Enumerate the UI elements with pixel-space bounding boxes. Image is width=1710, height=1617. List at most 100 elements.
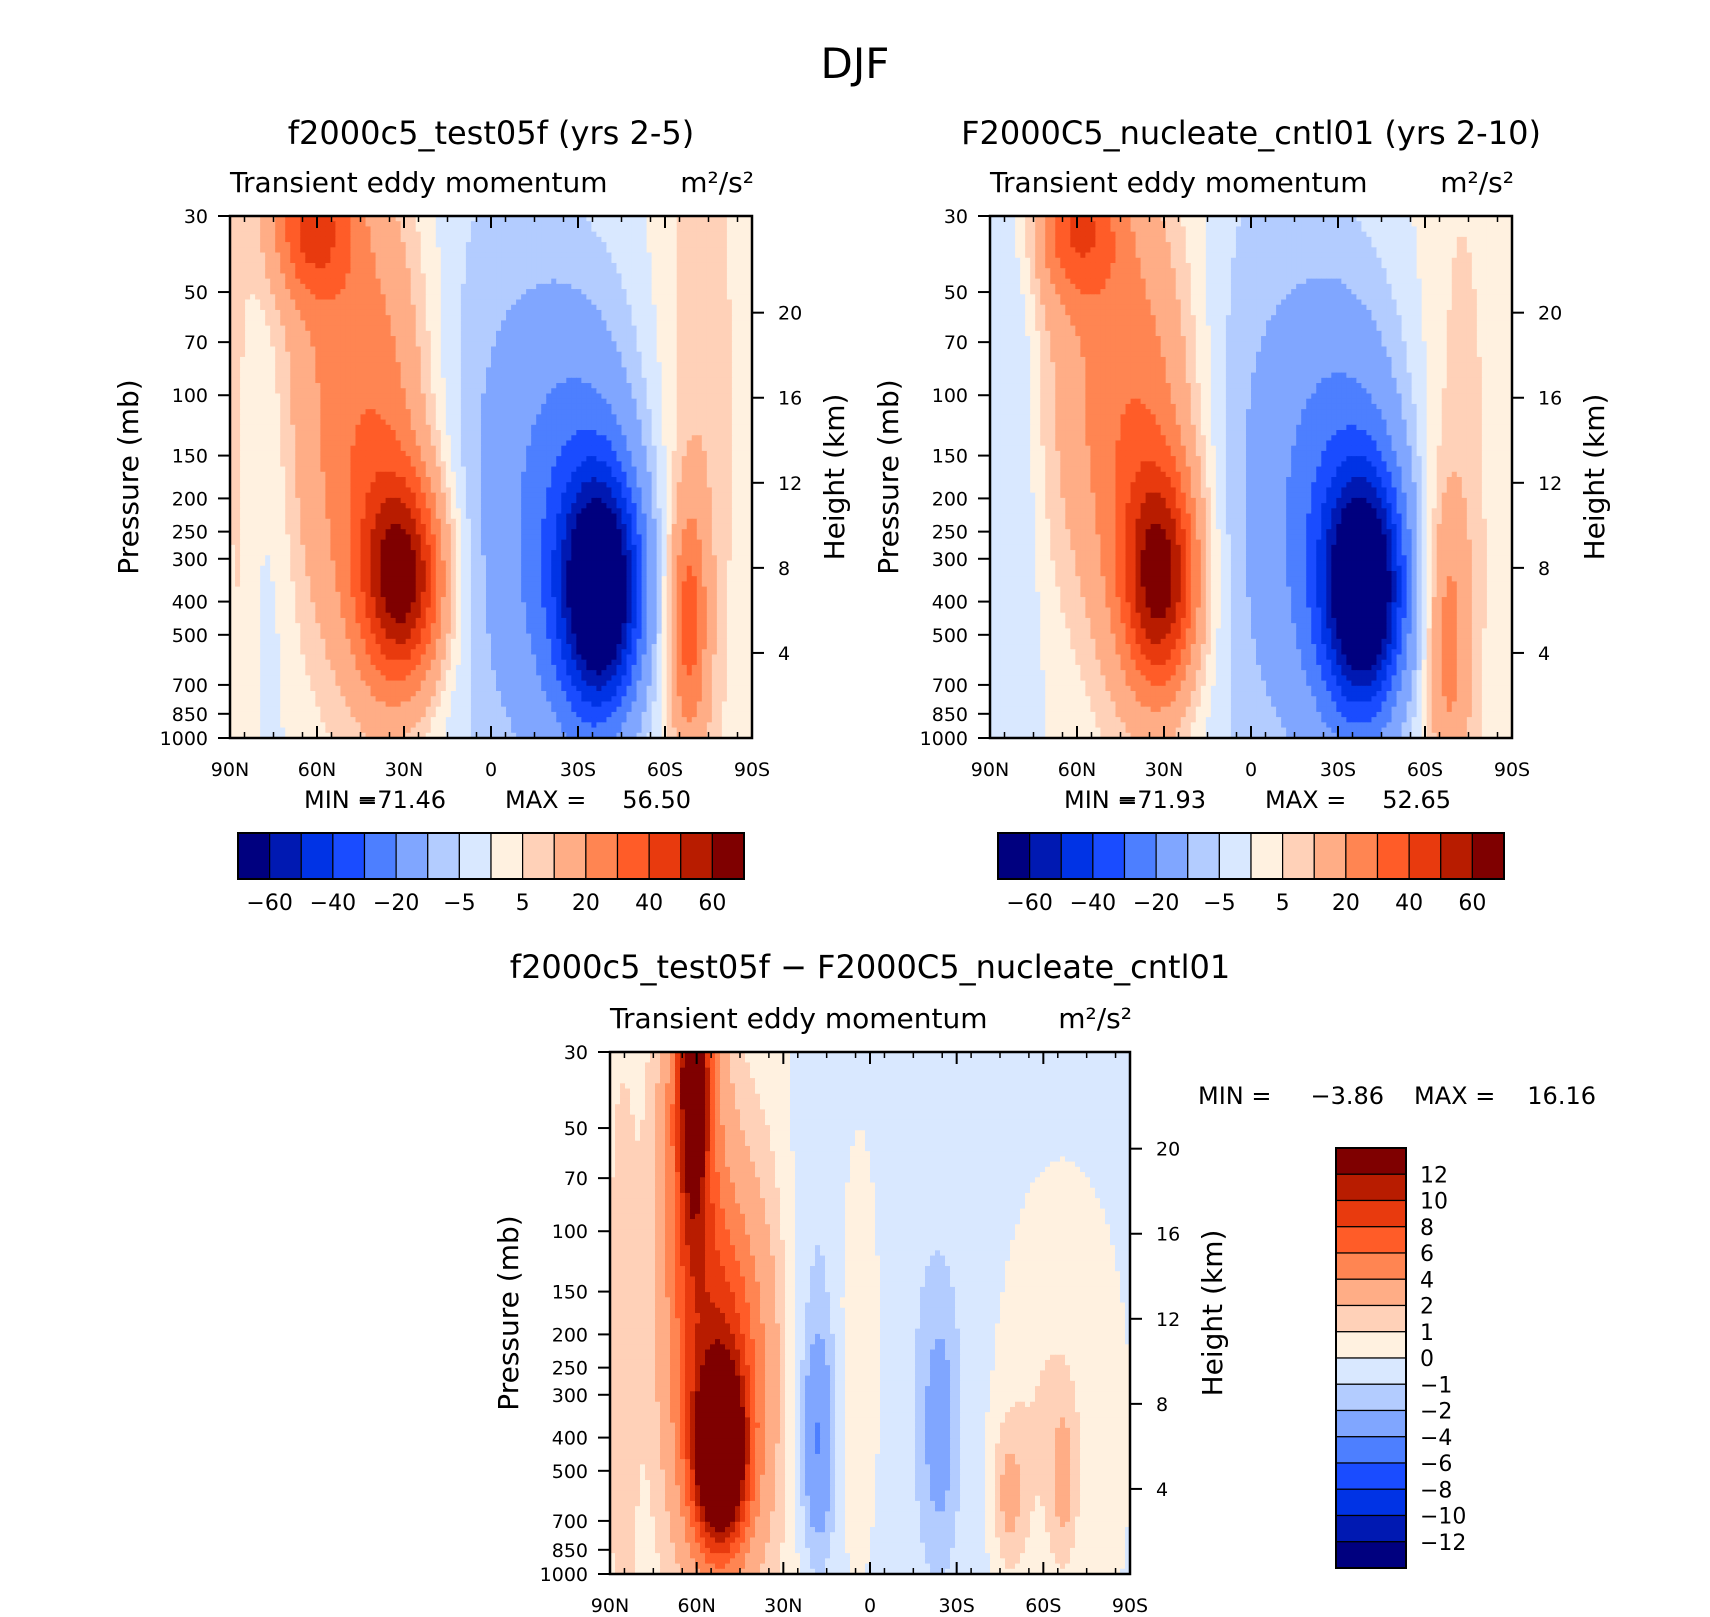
colorbar-box	[1093, 833, 1125, 879]
height-tick-label: 8	[778, 558, 790, 580]
colorbar-box	[618, 833, 650, 879]
colorbar-box	[1336, 1227, 1406, 1253]
y-tick-label: 400	[932, 592, 968, 614]
max-value: 52.65	[1382, 786, 1451, 814]
colorbar-label: −40	[310, 891, 356, 916]
x-tick-label: 30S	[1320, 759, 1356, 781]
height-tick-label: 8	[1156, 1394, 1168, 1416]
x-tick-label: 90S	[734, 759, 770, 781]
x-tick-label: 0	[1245, 759, 1257, 781]
colorbar-box	[238, 833, 270, 879]
colorbar-box	[491, 833, 523, 879]
colorbar-label: 1	[1420, 1321, 1434, 1346]
colorbar: −60 −40 −20 −5 5 20 40 60	[998, 833, 1504, 916]
y-axis-title: Pressure (mb)	[492, 1215, 525, 1410]
colorbar-label: −8	[1420, 1478, 1452, 1503]
colorbar-label: −20	[373, 891, 419, 916]
x-tick-label: 30N	[385, 759, 423, 781]
colorbar-box	[998, 833, 1030, 879]
x-tick-label: 60N	[298, 759, 336, 781]
x-tick-label: 0	[485, 759, 497, 781]
colorbar: −60 −40 −20 −5 5 20 40 60	[238, 833, 744, 916]
y-tick-label: 50	[564, 1118, 588, 1140]
colorbar-label: 20	[1332, 891, 1360, 916]
colorbar-box	[1441, 833, 1473, 879]
y-tick-label: 150	[172, 446, 208, 468]
y-tick-label: 200	[172, 488, 208, 510]
height-tick-label: 12	[1156, 1309, 1180, 1331]
colorbar-label: −60	[246, 891, 292, 916]
x-tick-label: 30N	[764, 1595, 802, 1617]
colorbar-label: −20	[1133, 891, 1179, 916]
panel-top-right: F2000C5_nucleate_cntl01 (yrs 2-10)Transi…	[872, 114, 1611, 916]
colorbar-label: 40	[1395, 891, 1423, 916]
y-tick-label: 200	[552, 1324, 588, 1346]
colorbar-box	[1336, 1332, 1406, 1358]
colorbar-box	[428, 833, 460, 879]
colorbar-box	[1336, 1279, 1406, 1305]
colorbar-box	[1336, 1411, 1406, 1437]
colorbar-box	[1336, 1253, 1406, 1279]
colorbar-label: −4	[1420, 1426, 1452, 1451]
colorbar-box	[523, 833, 555, 879]
y-tick-label: 700	[172, 675, 208, 697]
colorbar-box	[1061, 833, 1093, 879]
colorbar-box	[1251, 833, 1283, 879]
colorbar-box	[1336, 1463, 1406, 1489]
colorbar-box	[1125, 833, 1157, 879]
colorbar-box	[1283, 833, 1315, 879]
colorbar-box	[681, 833, 713, 879]
figure: DJF f2000c5_test05f (yrs 2-5)Transient e…	[0, 0, 1710, 1617]
colorbar-label: 20	[572, 891, 600, 916]
x-tick-label: 90N	[211, 759, 249, 781]
y-tick-label: 70	[184, 332, 208, 354]
y-tick-label: 500	[552, 1461, 588, 1483]
x-tick-label: 60N	[1058, 759, 1096, 781]
y-axis-title: Pressure (mb)	[872, 379, 905, 574]
height-tick-label: 4	[778, 643, 790, 665]
y-tick-label: 850	[172, 704, 208, 726]
y-tick-label: 300	[932, 549, 968, 571]
y-tick-label: 50	[184, 282, 208, 304]
y-axis-title: Pressure (mb)	[112, 379, 145, 574]
colorbar-label: 4	[1420, 1268, 1434, 1293]
x-tick-label: 60S	[1025, 1595, 1061, 1617]
y2-axis-title: Height (km)	[1578, 394, 1611, 561]
panel-units: m²/s²	[1058, 1002, 1132, 1035]
colorbar-label: 0	[1420, 1347, 1434, 1372]
x-tick-label: 90S	[1112, 1595, 1148, 1617]
colorbar-box	[712, 833, 744, 879]
y-tick-label: 1000	[920, 728, 968, 750]
colorbar-box	[365, 833, 397, 879]
panel-top-left: f2000c5_test05f (yrs 2-5)Transient eddy …	[112, 114, 851, 916]
colorbar-box	[586, 833, 618, 879]
height-tick-label: 12	[778, 473, 802, 495]
height-tick-label: 16	[778, 388, 802, 410]
y-tick-label: 70	[564, 1168, 588, 1190]
colorbar-box	[1336, 1358, 1406, 1384]
contour-field	[230, 216, 753, 739]
height-tick-label: 12	[1538, 473, 1562, 495]
x-tick-label: 30S	[560, 759, 596, 781]
y-tick-label: 50	[944, 282, 968, 304]
x-tick-label: 0	[864, 1595, 876, 1617]
colorbar-label: 6	[1420, 1242, 1434, 1267]
y-tick-label: 250	[552, 1358, 588, 1380]
min-label: MIN =	[1198, 1082, 1271, 1110]
y-tick-label: 850	[552, 1540, 588, 1562]
colorbar-label: −10	[1420, 1505, 1466, 1530]
colorbar-box	[459, 833, 491, 879]
height-tick-label: 16	[1156, 1224, 1180, 1246]
x-tick-label: 90N	[971, 759, 1009, 781]
colorbar-label: 10	[1420, 1190, 1448, 1215]
colorbar-label: −2	[1420, 1400, 1452, 1425]
y-tick-label: 400	[172, 592, 208, 614]
y-tick-label: 250	[932, 522, 968, 544]
contour-field	[990, 216, 1513, 739]
y-tick-label: 150	[552, 1282, 588, 1304]
y2-axis-title: Height (km)	[818, 394, 851, 561]
colorbar-box	[1378, 833, 1410, 879]
y-tick-label: 500	[172, 625, 208, 647]
panel-subtitle: Transient eddy momentum	[609, 1002, 988, 1035]
panel-difference: f2000c5_test05f − F2000C5_nucleate_cntl0…	[492, 948, 1596, 1617]
